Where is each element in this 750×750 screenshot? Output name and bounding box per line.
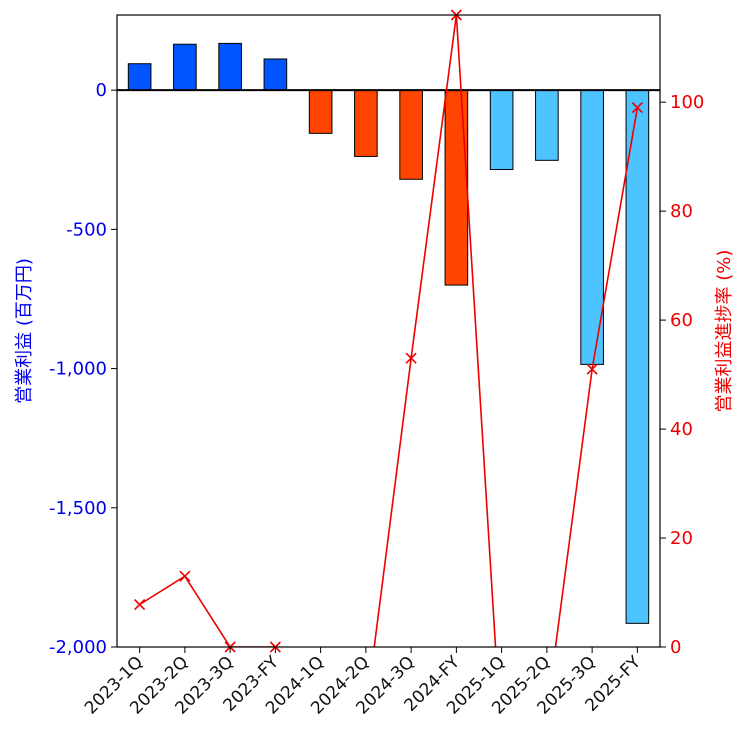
left-tick-label: -500 xyxy=(66,219,107,240)
bar-2025-FY xyxy=(625,89,650,624)
right-tick-label: 60 xyxy=(670,310,693,331)
progress-marker-2023-2Q xyxy=(179,570,191,582)
progress-marker-2024-3Q xyxy=(405,352,417,364)
left-tick-label: -1,500 xyxy=(49,498,107,519)
bar-2025-1Q xyxy=(489,89,514,171)
progress-marker-2025-FY xyxy=(631,102,643,114)
progress-line xyxy=(139,15,639,647)
progress-line-layer xyxy=(139,15,639,647)
right-tick-label: 80 xyxy=(670,201,693,222)
progress-markers-layer xyxy=(134,9,643,653)
right-tick-label: 40 xyxy=(670,419,693,440)
left-tick-label: -2,000 xyxy=(49,637,107,658)
right-tick-label: 0 xyxy=(670,637,681,658)
x-axis: 2023-1Q2023-2Q2023-3Q2023-FY2024-1Q2024-… xyxy=(81,647,645,719)
bar-2023-2Q xyxy=(173,43,197,91)
bar-2024-3Q xyxy=(399,89,423,180)
right-axis: 0 20 40 60 80 100 xyxy=(660,92,704,658)
left-tick-label: 0 xyxy=(96,80,107,101)
left-tick-label: -1,000 xyxy=(49,359,107,380)
right-tick-label: 20 xyxy=(670,528,693,549)
bar-2024-FY xyxy=(444,89,469,286)
left-axis-label: 営業利益 (百万円) xyxy=(14,258,35,404)
bar-2023-FY xyxy=(263,58,288,91)
bar-2024-2Q xyxy=(354,89,378,157)
bars-layer xyxy=(127,42,650,624)
right-tick-label: 100 xyxy=(670,92,704,113)
plot-frame xyxy=(116,14,661,648)
bar-2023-1Q xyxy=(127,63,152,91)
bar-2024-1Q xyxy=(308,89,333,134)
progress-marker-2025-3Q xyxy=(586,363,598,375)
right-axis-label: 営業利益進捗率 (%) xyxy=(714,250,735,413)
progress-marker-2023-1Q xyxy=(134,598,146,611)
left-axis: 0 -500 -1,000 -1,500 -2,000 xyxy=(49,80,117,658)
bar-2023-3Q xyxy=(218,42,242,91)
bar-2025-2Q xyxy=(535,89,559,161)
